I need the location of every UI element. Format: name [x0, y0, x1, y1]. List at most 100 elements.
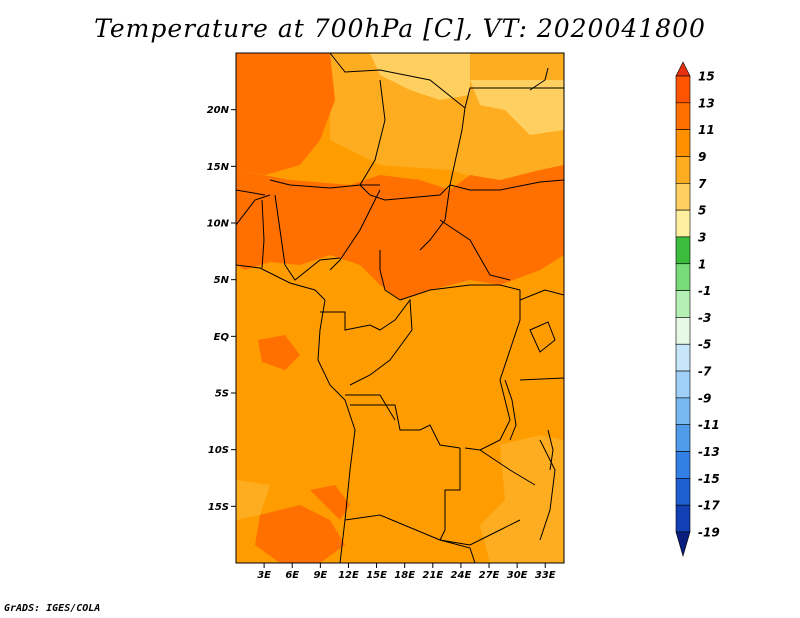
border-mali-niger: [359, 79, 386, 186]
colorbar-label: 11: [698, 123, 715, 137]
border-zambia-zimbabwe: [479, 449, 536, 486]
border-drc-angola-north: [345, 394, 396, 421]
border-drc-east: [464, 290, 521, 451]
colorbar-label: 13: [698, 96, 715, 110]
border-ghana-nigeria: [274, 194, 341, 281]
border-congo-drc: [349, 298, 413, 386]
cool-zone-north-2: [470, 80, 564, 135]
border-car-drc: [399, 284, 521, 301]
colorbar-label: 5: [698, 204, 706, 218]
lon-tick-label: 24E: [451, 570, 472, 581]
warm-zone-north-strip: [255, 53, 310, 125]
lon-tick-label: 27E: [479, 570, 500, 581]
colorbar-swatch: [675, 75, 691, 104]
lake-victoria: [529, 321, 556, 353]
cool-zone-north-1: [370, 53, 470, 100]
temperature-field: [236, 53, 564, 563]
warm-zone-sahel: [236, 165, 564, 300]
border-benin-togo: [261, 199, 265, 269]
colorbar-swatch: [675, 397, 691, 426]
coastline-west-africa: [236, 264, 326, 301]
border-niger-nigeria: [269, 179, 380, 189]
border-cameroon-car: [379, 250, 401, 301]
colorbar-swatch: [675, 370, 691, 399]
colorbar-swatch: [675, 129, 691, 157]
lat-tick-label: 15S: [208, 502, 229, 513]
border-drc-angola: [350, 404, 461, 449]
border-zambia-south: [439, 519, 521, 546]
border-tanzania: [519, 377, 564, 381]
lat-tick-label: 10N: [207, 219, 230, 230]
colorbar-swatch: [675, 182, 691, 211]
colorbar-top-arrow: [675, 61, 691, 77]
lat-tick-label: 15N: [207, 162, 230, 173]
lon-tick-label: 33E: [535, 570, 556, 581]
lon-tick-label: 6E: [285, 570, 299, 581]
lon-tick-label: 3E: [257, 570, 271, 581]
colorbar-swatch: [675, 343, 691, 372]
border-chad-sudan: [449, 179, 564, 191]
colorbar-label: -19: [698, 526, 720, 540]
colorbar-label: -15: [698, 472, 720, 486]
lon-tick-label: 15E: [366, 570, 387, 581]
border-chad-car: [384, 183, 451, 251]
lat-tick-label: 5N: [214, 275, 230, 286]
colorbar-label: 15: [698, 70, 715, 84]
lat-tick-label: 10S: [208, 445, 229, 456]
colorbar-bottom-arrow: [675, 531, 691, 558]
warm-spot-gabon: [258, 335, 300, 370]
colorbar-label: -7: [698, 365, 712, 379]
colorbar-label: -9: [698, 391, 711, 405]
colorbar-swatch: [675, 290, 691, 318]
lon-tick-label: 12E: [338, 570, 359, 581]
colorbar-swatch: [675, 236, 691, 265]
lat-tick-label: 20N: [207, 105, 230, 116]
colorbar-swatch: [675, 451, 691, 479]
border-west-coast-1: [236, 194, 271, 226]
border-chad-nigeria: [359, 184, 386, 201]
warm-zone-southwest: [255, 505, 345, 563]
border-angola-zambia: [439, 448, 461, 541]
lake-tanganyika: [504, 379, 517, 441]
border-malawi-mozambique: [539, 439, 556, 541]
colorbar-label: 7: [698, 177, 707, 191]
colorbar-label: -11: [698, 418, 720, 432]
border-nigeria-cameroon: [329, 189, 381, 271]
colorbar-label: 9: [698, 150, 706, 164]
grads-credit: GrADS: IGES/COLA: [4, 603, 101, 614]
colorbar-swatch: [675, 209, 691, 238]
lon-tick-label: 21E: [422, 570, 443, 581]
red-sea-coast: [529, 67, 549, 91]
border-niger-chad: [449, 107, 466, 186]
lon-tick-label: 30E: [507, 570, 528, 581]
colorbar-label: 3: [698, 230, 706, 244]
longitude-axis: 3E 6E 9E 12E 15E 18E 21E 24E 27E 30E 33E: [257, 563, 556, 581]
border-burkina: [236, 189, 266, 196]
border-algeria-niger: [329, 53, 466, 109]
lon-tick-label: 18E: [394, 570, 415, 581]
colorbar-label: -3: [698, 311, 711, 325]
border-angola-namibia: [344, 514, 441, 541]
border-gabon-congo: [320, 311, 381, 331]
colorbar-label: -13: [698, 445, 720, 459]
colorbar-swatch: [675, 156, 691, 184]
map-frame: [235, 52, 565, 564]
colorbar-swatch: [675, 424, 691, 452]
lon-tick-label: 9E: [313, 570, 327, 581]
colorbar-swatch: [675, 504, 691, 533]
colorbar-swatch: [675, 263, 691, 291]
warm-zone-southwest-2: [310, 485, 350, 520]
map-title: Temperature at 700hPa [C], VT: 202004180…: [94, 14, 706, 43]
colorbar: 15 13 11 9 7 5 3 1 -1 -3 -5 -7 -9 -11 -13 -15 -17 -19: [675, 61, 720, 558]
lake-malawi: [547, 429, 554, 471]
coastline-central: [317, 299, 356, 563]
country-borders: [236, 53, 564, 563]
border-namibia-botswana: [439, 539, 476, 563]
colorbar-label: 1: [698, 257, 706, 271]
lat-tick-label: EQ: [214, 332, 230, 343]
cool-zone-southwest: [236, 480, 270, 520]
border-car-sudan: [439, 219, 511, 281]
border-uganda: [519, 289, 564, 301]
colorbar-swatch: [675, 478, 691, 506]
latitude-axis: 20N 15N 10N 5N EQ 5S 10S 15S: [207, 105, 236, 513]
